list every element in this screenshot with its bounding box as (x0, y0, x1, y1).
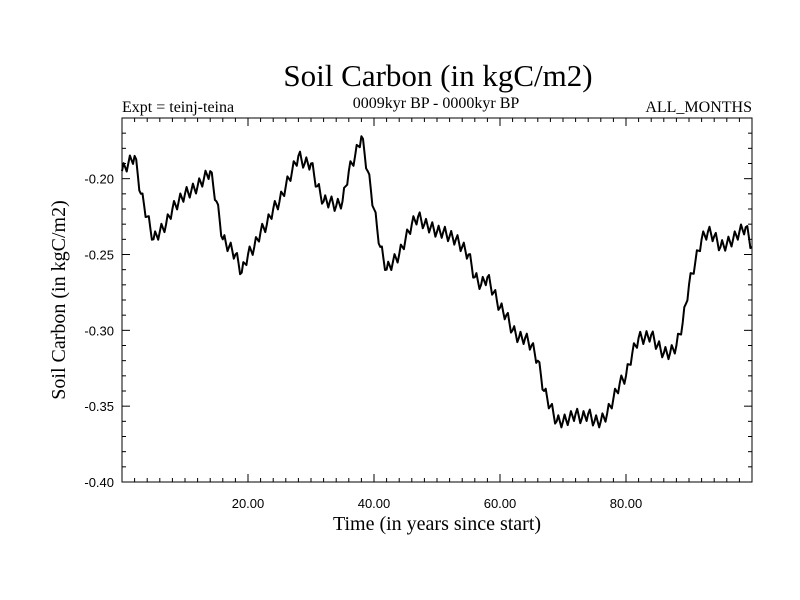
y-tick-label: -0.40 (84, 475, 114, 490)
plot-frame (121, 117, 753, 483)
chart-left-label: Expt = teinj-teina (122, 99, 234, 116)
x-tick-label: 60.00 (484, 496, 517, 511)
y-tick-label: -0.20 (84, 172, 114, 187)
x-axis-label: Time (in years since start) (333, 513, 541, 535)
x-axis-ticks: 20.00 40.00 60.00 80.00 (134, 118, 740, 511)
y-tick-label: -0.25 (84, 248, 114, 263)
series-line-soil-carbon (121, 135, 753, 429)
y-tick-label: -0.30 (84, 323, 114, 338)
y-tick-label: -0.35 (84, 399, 114, 414)
x-tick-label: 80.00 (610, 496, 643, 511)
y-axis-label: Soil Carbon (in kgC/m2) (48, 200, 70, 399)
chart-title: Soil Carbon (in kgC/m2) (283, 58, 592, 93)
y-axis-ticks: -0.40 -0.35 -0.30 -0.25 -0.20 (84, 117, 752, 490)
chart-subtitle: 0009kyr BP - 0000kyr BP (353, 95, 520, 112)
x-tick-label: 20.00 (232, 496, 265, 511)
x-tick-label: 40.00 (358, 496, 391, 511)
chart-right-label: ALL_MONTHS (645, 99, 752, 116)
